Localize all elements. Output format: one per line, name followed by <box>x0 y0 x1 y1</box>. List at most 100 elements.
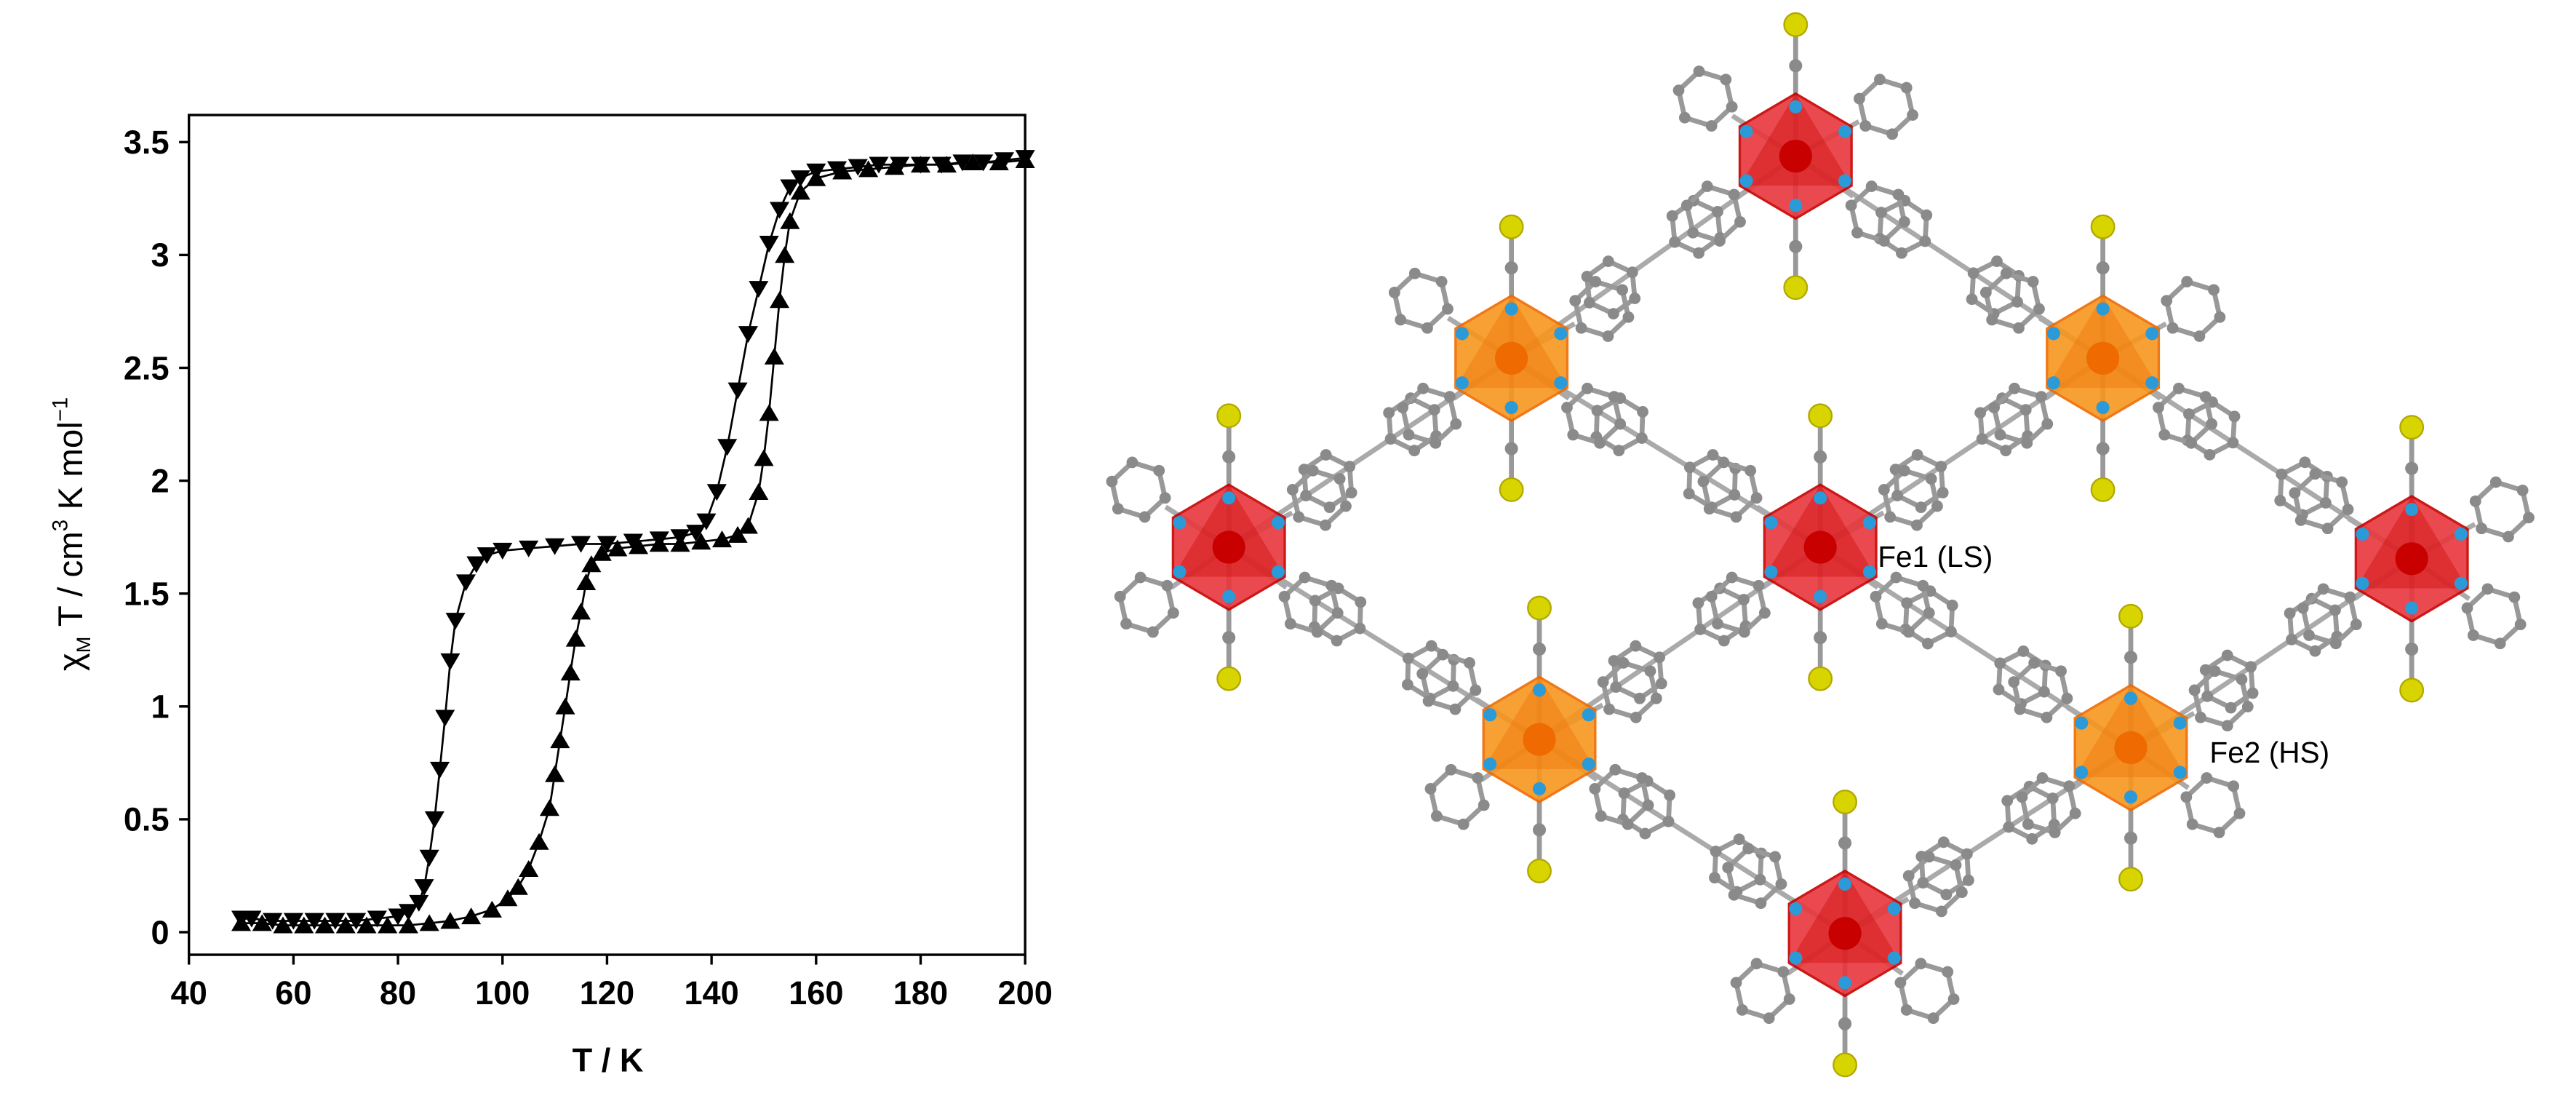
nitrogen <box>1582 708 1595 722</box>
sulfur <box>2399 415 2425 440</box>
carbon <box>2061 692 2073 704</box>
x-tick-label: 200 <box>998 974 1053 1011</box>
carbon <box>1331 607 1344 619</box>
data-marker <box>565 629 586 647</box>
data-marker <box>388 908 408 926</box>
carbon <box>1851 226 1863 239</box>
carbon <box>1911 519 1923 531</box>
data-marker <box>529 832 549 850</box>
nitrogen <box>1764 565 1778 579</box>
carbon <box>1974 407 1987 419</box>
data-marker <box>754 449 774 466</box>
y-label-part: χ <box>52 653 90 671</box>
carbon <box>1618 787 1630 799</box>
data-marker <box>231 914 252 931</box>
carbon <box>2001 795 2014 807</box>
y-tick-label: 1 <box>151 688 169 726</box>
carbon <box>1340 500 1352 512</box>
carbon <box>2469 495 2481 507</box>
carbon <box>1112 503 1124 515</box>
carbon <box>2274 494 2286 506</box>
carbon <box>1636 772 1648 784</box>
iron <box>1495 341 1528 375</box>
carbon <box>2309 468 2321 480</box>
sulfur <box>1216 666 1242 691</box>
nitrogen <box>2046 327 2060 341</box>
data-marker <box>519 859 539 877</box>
carbon <box>2158 429 2171 441</box>
data-marker <box>550 731 570 749</box>
carbon <box>1430 810 1443 822</box>
data-marker <box>790 170 810 188</box>
nitrogen <box>2405 503 2419 517</box>
carbon <box>1726 100 1738 113</box>
carbon <box>1634 692 1646 704</box>
nitrogen <box>1789 951 1803 965</box>
carbon <box>1693 247 1704 259</box>
carbon <box>1769 851 1781 863</box>
data-marker <box>445 613 466 630</box>
carbon <box>1988 402 2001 413</box>
carbon <box>1591 405 1603 417</box>
carbon <box>1900 82 1913 94</box>
chart: T / K χMT / cm3K mol−1 40 60 80 100 120 140 16… <box>49 114 1053 1078</box>
sulfur <box>2118 603 2143 629</box>
carbon <box>1417 382 1429 394</box>
carbon <box>2026 832 2038 845</box>
data-marker <box>581 555 602 573</box>
data-marker <box>738 326 758 343</box>
carbon <box>1898 464 1910 477</box>
data-marker <box>962 154 983 171</box>
y-tick-label: 0.5 <box>124 801 170 838</box>
sulfur <box>1808 403 1833 429</box>
carbon <box>1630 712 1642 723</box>
carbon <box>1730 977 1742 989</box>
carbon <box>1629 293 1641 304</box>
carbon <box>1355 596 1367 608</box>
iron <box>1828 917 1862 950</box>
carbon <box>1915 501 1927 514</box>
nitrogen <box>1173 516 1187 530</box>
data-marker <box>759 236 779 253</box>
carbon <box>2489 476 2502 488</box>
data-marker <box>711 530 733 548</box>
data-marker <box>832 162 853 180</box>
carbon <box>2303 629 2315 641</box>
carbon <box>1874 73 1886 86</box>
carbon <box>2321 522 2334 535</box>
carbon <box>2503 530 2514 543</box>
iron <box>1803 530 1837 564</box>
nitrogen <box>1504 302 1518 316</box>
carbon <box>2276 468 2288 480</box>
carbon <box>2013 322 2025 334</box>
carbon <box>1424 783 1437 795</box>
carbon <box>2317 583 2329 595</box>
carbon <box>2208 284 2220 296</box>
carbon <box>1733 833 1745 846</box>
nitrogen <box>1789 199 1803 212</box>
nitrogen <box>2124 691 2138 705</box>
carbon <box>2299 456 2311 469</box>
carbon <box>1597 676 1609 688</box>
carbon <box>1429 437 1442 449</box>
carbon <box>2017 645 2030 657</box>
nitrogen <box>1483 708 1497 722</box>
carbon <box>1722 862 1734 874</box>
carbon <box>1734 215 1746 228</box>
data-marker <box>727 382 748 400</box>
carbon <box>1617 657 1630 669</box>
data-marker <box>696 513 717 530</box>
carbon <box>2241 701 2254 712</box>
nitrogen <box>1739 124 1753 138</box>
carbon <box>1991 255 2003 267</box>
carbon <box>1714 235 1726 247</box>
data-marker <box>378 916 398 934</box>
nitrogen <box>2145 376 2159 390</box>
carbon <box>2069 807 2081 819</box>
x-tick-label: 160 <box>789 974 843 1011</box>
data-marker <box>273 916 293 934</box>
carbon <box>1854 92 1865 105</box>
sulfur <box>1499 477 1524 502</box>
carbon <box>1120 618 1132 630</box>
carbon <box>1940 889 1953 901</box>
